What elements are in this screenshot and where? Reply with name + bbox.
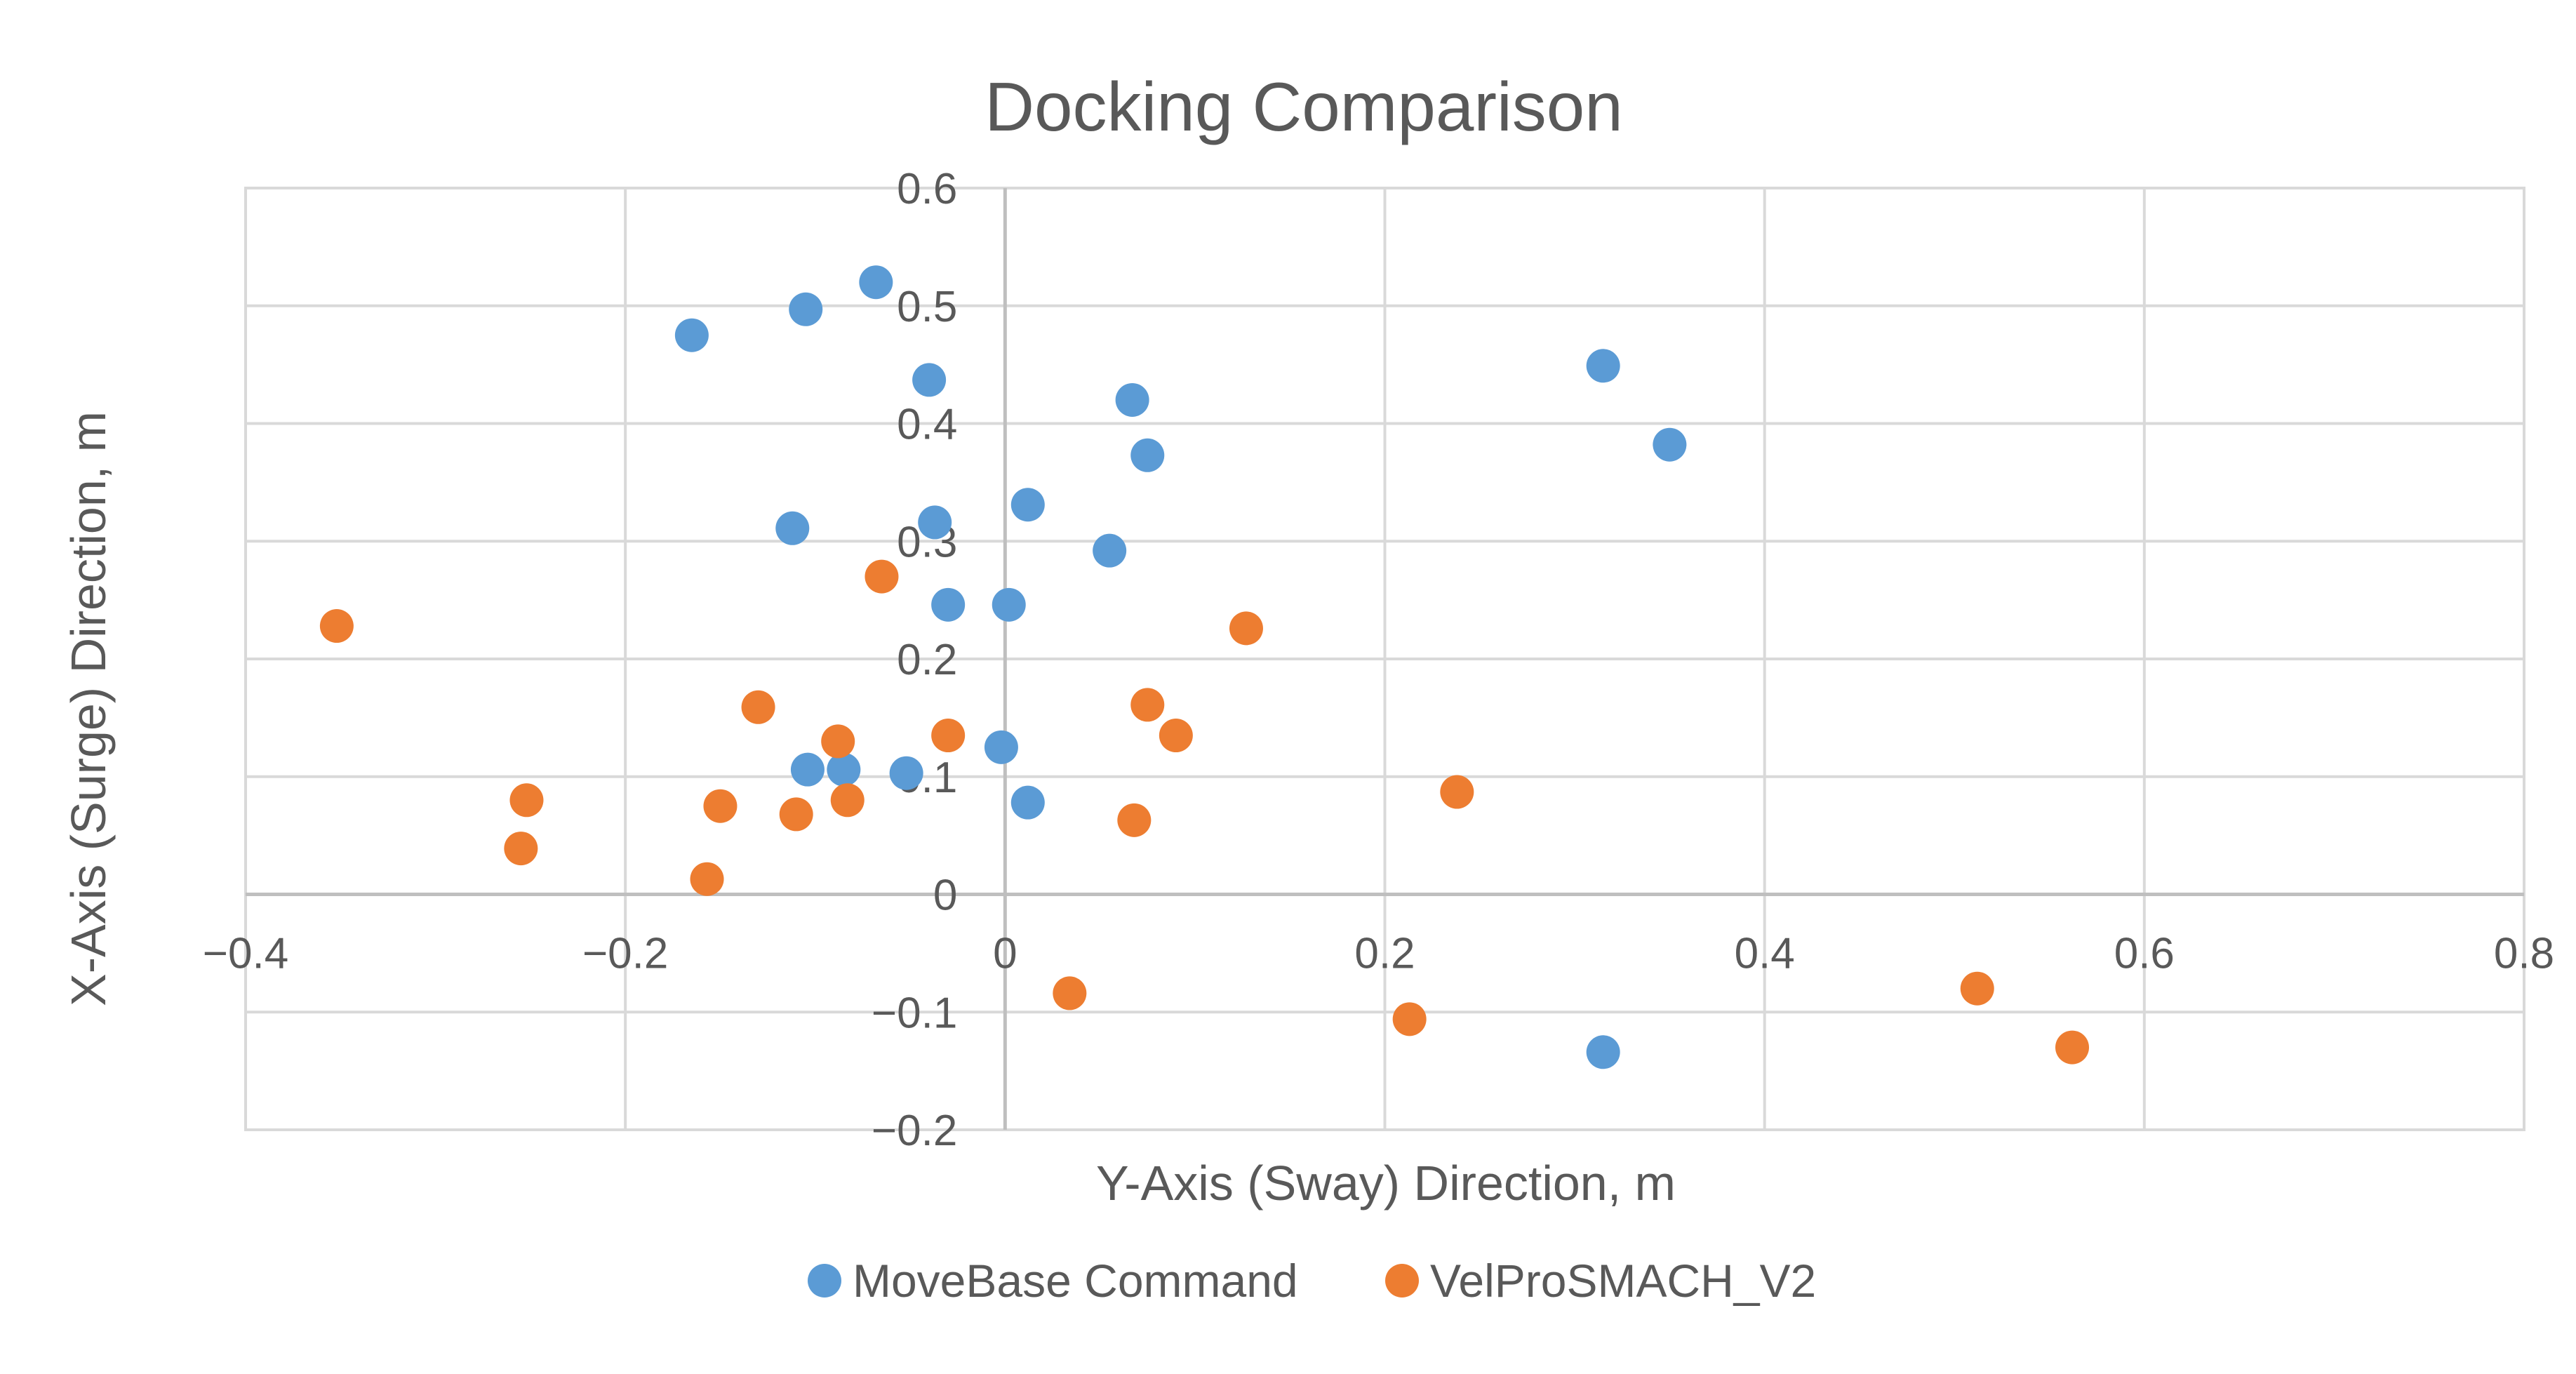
data-point	[779, 797, 813, 832]
y-tick-label: 0.2	[897, 636, 957, 684]
data-point	[918, 505, 952, 540]
y-tick-label: 0	[933, 872, 957, 920]
data-point	[1229, 611, 1263, 646]
x-tick-label: 0.6	[2114, 930, 2175, 978]
data-point	[821, 724, 855, 759]
data-point	[674, 318, 709, 352]
legend-marker-velprosmach	[1385, 1264, 1419, 1298]
data-points	[319, 265, 2090, 1069]
data-point	[889, 756, 923, 790]
data-point	[1130, 688, 1165, 722]
gridlines	[244, 187, 2525, 1131]
data-point	[859, 265, 893, 300]
legend-label-movebase: MoveBase Command	[853, 1255, 1298, 1307]
data-point	[1093, 533, 1127, 568]
data-point	[827, 752, 861, 787]
x-axis-title: Y-Axis (Sway) Direction, m	[1096, 1156, 1676, 1210]
legend-marker-movebase	[808, 1264, 841, 1298]
data-point	[509, 783, 544, 818]
chart-title: Docking Comparison	[985, 68, 1623, 145]
data-point	[1053, 976, 1087, 1011]
data-point	[1960, 971, 1994, 1006]
data-point	[2055, 1030, 2090, 1065]
tick-labels: −0.4 −0.2 0 0.2 0.4 0.6 0.8−0.2−0.100.10.20.30…	[203, 165, 2554, 1155]
data-point	[992, 587, 1026, 622]
y-tick-label: 0.5	[897, 283, 957, 331]
data-point	[1586, 349, 1620, 383]
legend-label-velprosmach: VelProSMACH_V2	[1430, 1255, 1816, 1307]
x-tick-label: −0.2	[582, 930, 668, 978]
data-point	[504, 832, 538, 866]
data-point	[690, 862, 724, 896]
y-tick-label: −0.2	[872, 1107, 957, 1155]
x-tick-label: 0	[993, 930, 1017, 978]
x-tick-label: 0.4	[1735, 930, 1795, 978]
x-tick-label: −0.4	[203, 930, 288, 978]
data-point	[931, 587, 966, 622]
zero-axes	[246, 188, 2524, 1130]
legend: MoveBase Command VelProSMACH_V2	[808, 1255, 1816, 1307]
data-point	[984, 730, 1018, 764]
y-tick-label: 0.6	[897, 165, 957, 213]
y-axis-title: X-Axis (Surge) Direction, m	[61, 411, 116, 1006]
data-point	[1653, 427, 1687, 462]
data-point	[1586, 1035, 1620, 1069]
data-point	[775, 511, 810, 545]
data-point	[703, 789, 738, 823]
data-point	[1130, 438, 1165, 472]
data-point	[741, 690, 775, 724]
data-point	[1010, 488, 1045, 522]
data-point	[790, 752, 825, 787]
data-point	[830, 783, 865, 818]
data-point	[1010, 785, 1045, 820]
data-point	[1440, 775, 1474, 809]
x-tick-label: 0.2	[1354, 930, 1415, 978]
data-point	[912, 363, 947, 397]
series-1	[319, 559, 2090, 1065]
data-point	[931, 719, 966, 753]
data-point	[865, 559, 899, 594]
data-point	[1159, 719, 1193, 753]
data-point	[1392, 1002, 1427, 1036]
data-point	[1115, 382, 1149, 417]
series-0	[674, 265, 1687, 1069]
x-tick-label: 0.8	[2494, 930, 2554, 978]
data-point	[789, 292, 823, 326]
data-point	[319, 609, 354, 643]
data-point	[1117, 803, 1152, 837]
y-tick-label: −0.1	[872, 989, 957, 1037]
y-tick-label: 0.4	[897, 401, 957, 449]
